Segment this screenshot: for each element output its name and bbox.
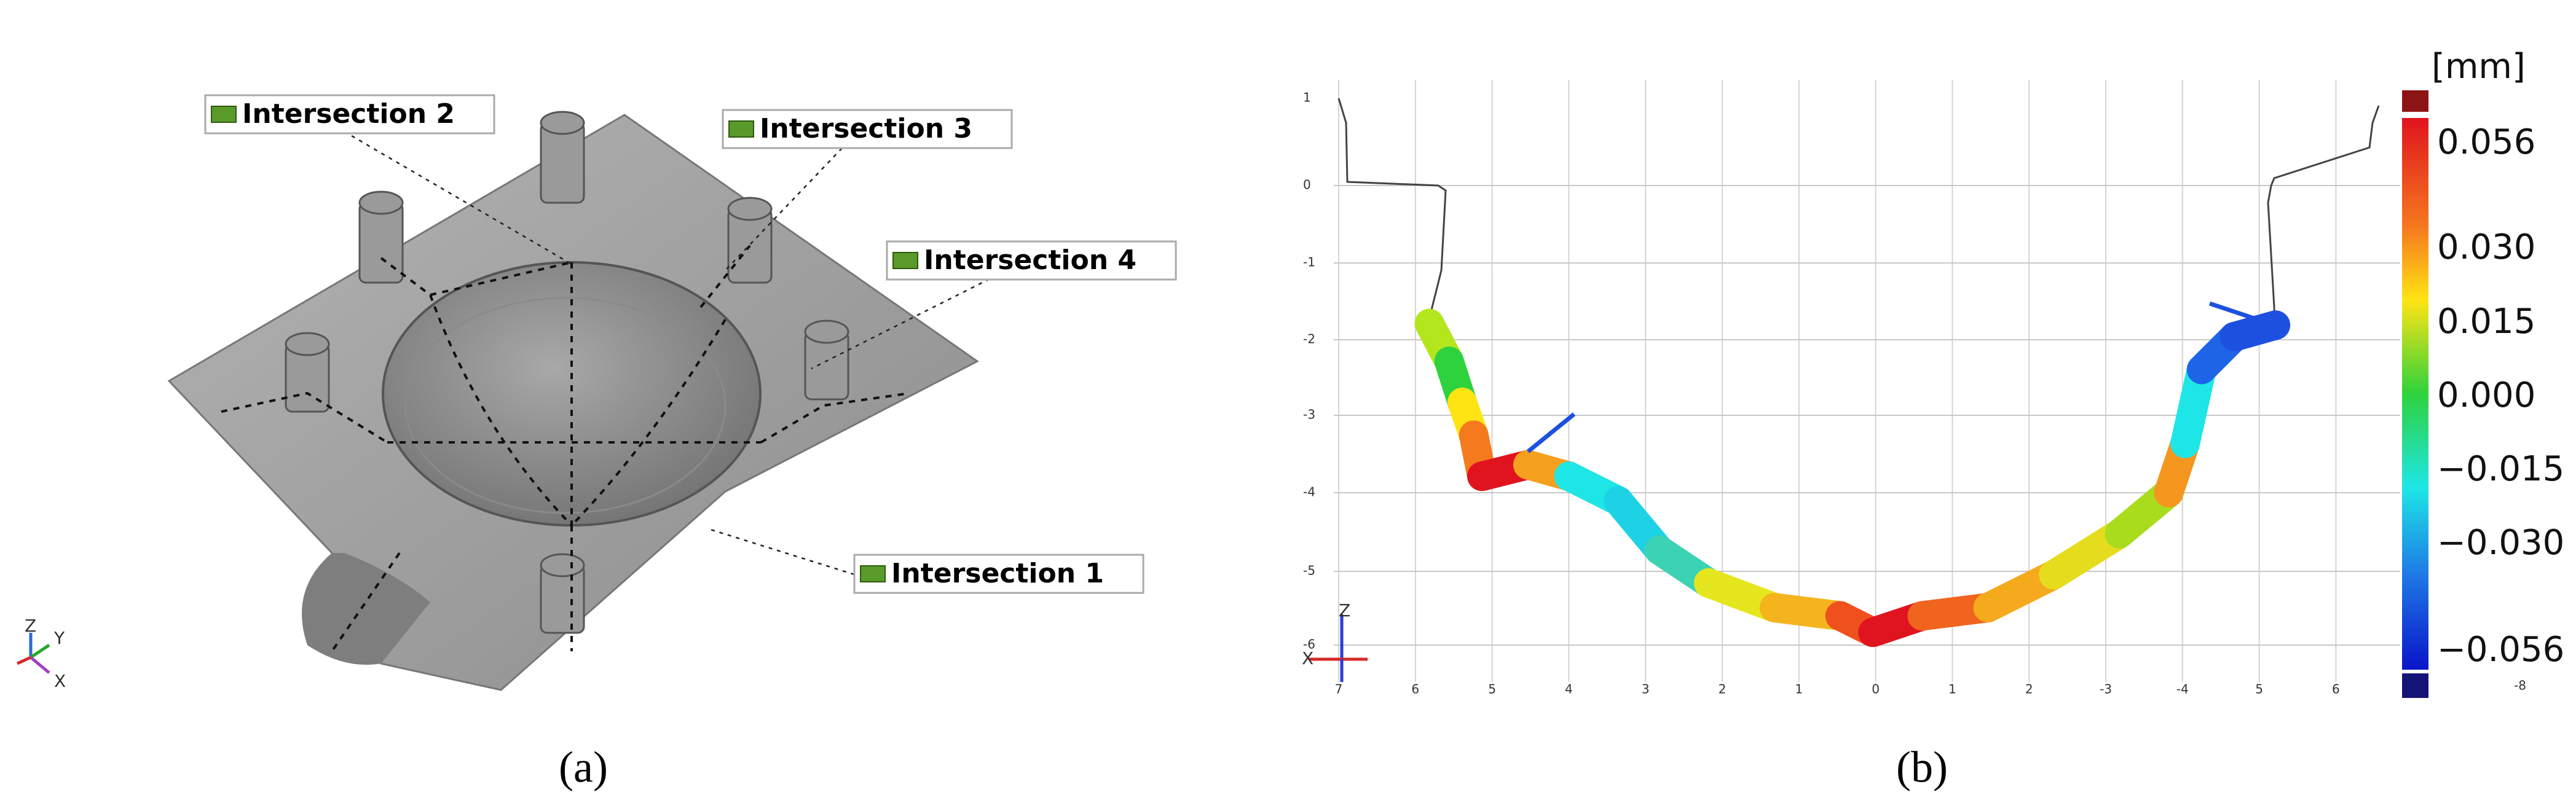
y-tick-label: -3 [1303,407,1315,422]
label-icon [892,252,918,269]
x-tick-label: 6 [2332,682,2340,697]
intersection-label: Intersection 4 [924,245,1136,276]
x-tick-label: 3 [1642,682,1650,697]
axis-label: Y [53,628,65,648]
y-tick-label: 0 [1303,178,1311,192]
y-tick-label: -6 [1303,637,1315,652]
x-tick-label: 7 [1335,682,1343,697]
scale-label: −0.056 [2437,630,2564,670]
y-tick-label: 1 [1303,90,1311,105]
intersection-label: Intersection 2 [242,98,455,130]
deviation-plot [1309,80,2428,698]
y-tick-label: -1 [1303,255,1315,270]
caption: (a) [559,743,608,792]
scale-label: 0.056 [2437,122,2535,162]
x-tick-label: 1 [1948,682,1956,697]
label-icon [211,106,237,123]
intersection-labels: Intersection 2 Intersection 3 Intersection… [25,94,1177,792]
y-tick-label: -5 [1303,563,1315,578]
label-box [853,554,1144,594]
label-icon [728,120,754,138]
axis-label: Z [1339,600,1350,621]
scale-label: −0.015 [2437,449,2564,489]
scale-label: 0.030 [2437,227,2535,267]
x-tick-label: 2 [1719,682,1727,697]
intersection-label: Intersection 3 [760,113,972,144]
plot-labels: 1 0 -1 -2 -3 -4 -5 -6 7 6 5 4 3 2 1 0 1 2 -3 -4 5 6 [mm] 0.056 0… [1302,47,2564,791]
axis-label: X [1302,648,1314,668]
part-render [16,111,990,691]
scale-label: 0.000 [2437,375,2535,415]
x-tick-label: 1 [1795,682,1803,697]
y-tick-label: -2 [1303,332,1315,347]
intersection-label: Intersection 1 [891,558,1104,589]
x-tick-label: 4 [1565,682,1573,697]
x-tick-label: 5 [1488,682,1496,697]
x-tick-label: 6 [1411,682,1419,697]
x-tick-label: 5 [2255,682,2263,697]
axis-triad [16,633,50,674]
label-box [722,109,1013,149]
scale-label: −0.030 [2437,523,2564,563]
label-box [204,94,495,135]
scale-end: -8 [2514,678,2526,693]
caption: (b) [1896,743,1948,792]
label-box [886,240,1177,281]
scale-label: 0.015 [2437,302,2535,342]
label-icon [860,565,886,582]
axis-label: Z [25,616,36,636]
x-tick-label: -4 [2176,682,2189,697]
axis-triad [1309,614,1368,682]
x-tick-label: -3 [2100,682,2112,697]
x-tick-label: 0 [1872,682,1880,697]
axis-label: X [54,671,66,691]
y-tick-label: -4 [1303,485,1315,500]
deviation-segment [2220,310,2291,351]
x-tick-label: 2 [2025,682,2033,697]
scale-unit: [mm] [2432,47,2526,87]
